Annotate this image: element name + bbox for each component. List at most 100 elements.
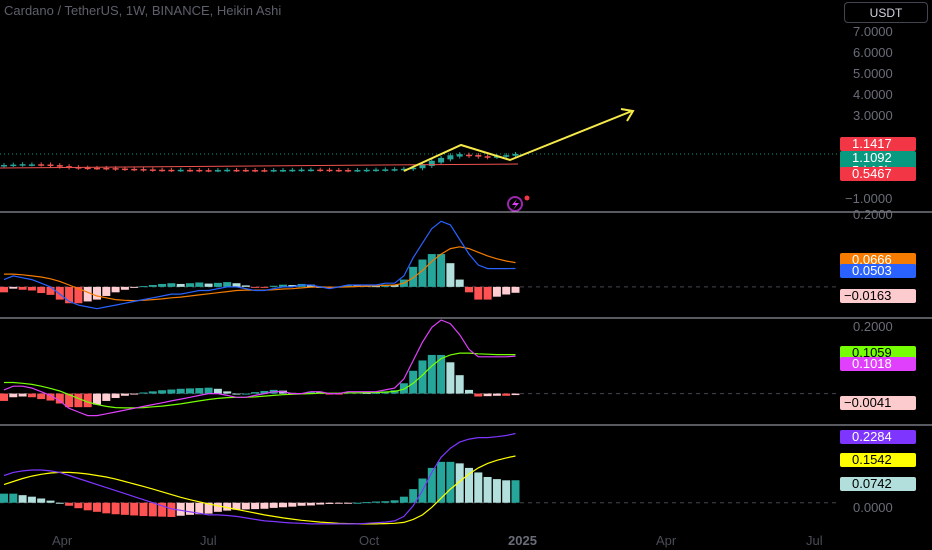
- histogram-bar[interactable]: [260, 390, 269, 394]
- histogram-bar[interactable]: [130, 502, 139, 516]
- histogram-bar[interactable]: [195, 502, 204, 515]
- histogram-bar[interactable]: [167, 502, 176, 517]
- histogram-bar[interactable]: [93, 502, 101, 512]
- histogram-bar[interactable]: [483, 476, 492, 503]
- histogram-bar[interactable]: [27, 393, 36, 398]
- histogram-bar[interactable]: [492, 286, 501, 297]
- price-pane[interactable]: [0, 108, 840, 212]
- histogram-bar[interactable]: [232, 283, 241, 287]
- histogram-bar[interactable]: [65, 286, 74, 304]
- candle[interactable]: [466, 154, 472, 157]
- histogram-bar[interactable]: [167, 389, 176, 394]
- candle[interactable]: [270, 170, 277, 172]
- histogram-bar[interactable]: [437, 354, 446, 394]
- histogram-bar[interactable]: [306, 391, 315, 394]
- histogram-bar[interactable]: [74, 393, 83, 408]
- candle[interactable]: [382, 169, 389, 171]
- candle[interactable]: [159, 169, 166, 172]
- histogram-bar[interactable]: [390, 285, 399, 287]
- histogram-bar[interactable]: [232, 502, 241, 510]
- histogram-bar[interactable]: [0, 493, 8, 503]
- histogram-bar[interactable]: [186, 388, 194, 394]
- candle[interactable]: [345, 170, 352, 172]
- histogram-bar[interactable]: [437, 254, 446, 287]
- histogram-bar[interactable]: [288, 502, 297, 507]
- histogram-bar[interactable]: [55, 502, 64, 504]
- candle[interactable]: [391, 169, 398, 171]
- candle[interactable]: [177, 169, 184, 172]
- histogram-bar[interactable]: [223, 502, 232, 511]
- histogram-bar[interactable]: [9, 493, 18, 503]
- candle[interactable]: [280, 170, 286, 172]
- histogram-bar[interactable]: [139, 502, 148, 517]
- histogram-bar[interactable]: [37, 498, 46, 503]
- histogram-bar[interactable]: [158, 390, 167, 394]
- histogram-bar[interactable]: [176, 502, 185, 516]
- histogram-bar[interactable]: [492, 479, 501, 503]
- histogram-bar[interactable]: [213, 388, 222, 394]
- candle[interactable]: [373, 169, 379, 172]
- histogram-bar[interactable]: [465, 286, 473, 293]
- candle[interactable]: [121, 168, 128, 171]
- histogram-bar[interactable]: [204, 283, 213, 287]
- histogram-bar[interactable]: [418, 259, 427, 287]
- histogram-bar[interactable]: [465, 467, 473, 503]
- histogram-bar[interactable]: [74, 502, 83, 509]
- histogram-bar[interactable]: [409, 266, 418, 287]
- histogram-bar[interactable]: [269, 502, 278, 508]
- candle[interactable]: [354, 170, 361, 172]
- candle[interactable]: [19, 164, 26, 166]
- histogram-bar[interactable]: [297, 502, 306, 506]
- candle[interactable]: [94, 167, 100, 170]
- histogram-bar[interactable]: [502, 286, 511, 295]
- histogram-bar[interactable]: [27, 286, 36, 291]
- candle[interactable]: [28, 164, 35, 166]
- candle[interactable]: [38, 164, 45, 166]
- histogram-bar[interactable]: [492, 393, 501, 396]
- candle[interactable]: [47, 164, 54, 166]
- histogram-bar[interactable]: [18, 495, 27, 503]
- histogram-bar[interactable]: [344, 502, 353, 504]
- histogram-bar[interactable]: [427, 354, 436, 394]
- histogram-bar[interactable]: [316, 502, 325, 505]
- histogram-bar[interactable]: [427, 254, 436, 287]
- histogram-bar[interactable]: [37, 286, 46, 294]
- histogram-bar[interactable]: [372, 392, 380, 394]
- histogram-bar[interactable]: [55, 393, 64, 404]
- histogram-bar[interactable]: [111, 502, 120, 515]
- candle[interactable]: [428, 160, 435, 166]
- histogram-bar[interactable]: [334, 502, 343, 504]
- candle[interactable]: [205, 170, 212, 172]
- histogram-bar[interactable]: [65, 502, 74, 506]
- candle[interactable]: [224, 169, 231, 172]
- histogram-bar[interactable]: [37, 393, 46, 400]
- histogram-bar[interactable]: [399, 496, 408, 503]
- candle[interactable]: [400, 168, 407, 171]
- histogram-bar[interactable]: [102, 502, 111, 514]
- candle[interactable]: [168, 169, 175, 172]
- candle[interactable]: [326, 169, 333, 172]
- histogram-bar[interactable]: [46, 286, 55, 295]
- histogram-bar[interactable]: [511, 480, 520, 503]
- histogram-bar[interactable]: [130, 393, 139, 395]
- histogram-bar[interactable]: [455, 375, 464, 394]
- histogram-bar[interactable]: [381, 501, 390, 503]
- histogram-bar[interactable]: [176, 388, 185, 394]
- histogram-bar[interactable]: [27, 496, 36, 503]
- histogram-bar[interactable]: [241, 393, 250, 395]
- candle[interactable]: [214, 170, 221, 172]
- histogram-bar[interactable]: [437, 461, 446, 503]
- histogram-bar[interactable]: [306, 502, 315, 506]
- histogram-bar[interactable]: [418, 360, 427, 394]
- macd-line[interactable]: [3, 432, 516, 525]
- histogram-bar[interactable]: [83, 502, 92, 511]
- histogram-bar[interactable]: [390, 500, 399, 503]
- histogram-bar[interactable]: [18, 393, 27, 397]
- histogram-bar[interactable]: [446, 461, 455, 503]
- histogram-bar[interactable]: [120, 393, 129, 396]
- histogram-bar[interactable]: [65, 393, 74, 408]
- candle[interactable]: [66, 166, 73, 168]
- candle[interactable]: [1, 165, 7, 167]
- histogram-bar[interactable]: [223, 282, 232, 287]
- histogram-bar[interactable]: [511, 393, 520, 396]
